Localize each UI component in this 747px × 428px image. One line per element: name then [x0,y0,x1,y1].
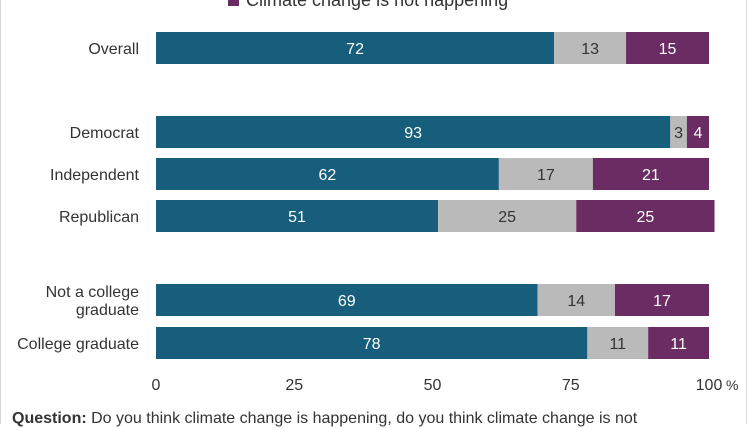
x-tick-label: 0 [152,377,161,394]
bar-segment [592,158,709,190]
data-label: 25 [637,209,655,226]
data-label: 14 [567,293,585,310]
data-label: 78 [363,336,381,353]
bar-segment [537,284,615,316]
bars-layer: 72 13 15 93 3 4 62 17 21 51 25 25 69 14 17 78 11 11 [156,32,715,359]
bar-segment [670,116,687,148]
category-label: Not a college [46,284,139,301]
data-label: 51 [288,209,306,226]
data-label: 13 [581,41,599,58]
data-label: 11 [670,336,687,353]
bar-segment [686,116,709,148]
data-label: 3 [674,125,683,142]
question-footnote: Question: Do you think climate change is… [12,410,742,428]
bar-segment [156,284,538,316]
data-label: 62 [319,167,337,184]
bar-segment [156,158,499,190]
legend-label-not-happening: Climate change is not happening [246,0,509,10]
data-label: 69 [338,293,356,310]
category-label: College graduate [17,336,139,353]
bar-segment [554,32,627,64]
category-label: Democrat [70,125,140,142]
bar-segment [587,327,649,359]
category-labels: Overall Democrat Independent Republican Not … [17,41,139,353]
category-label: graduate [76,302,139,319]
data-label: 72 [346,41,364,58]
data-label: 21 [642,167,660,184]
data-label: 4 [693,125,702,142]
data-label: 15 [659,41,677,58]
category-label: Republican [59,209,139,226]
bar-segment [626,32,709,64]
data-label: 93 [404,125,422,142]
x-tick-label: 75 [562,377,580,394]
footnote-text: Do you think climate change is happening… [91,410,638,427]
bar-segment [156,327,588,359]
x-axis-ticks: 0 25 50 75 100% [152,377,739,394]
data-label: 11 [609,336,626,353]
x-unit-label: % [726,377,738,393]
x-tick-label: 100 [696,377,723,394]
bar-segment [498,158,593,190]
legend: Climate change is not happening [228,0,508,11]
bar-segment [156,116,671,148]
bar-segment [648,327,709,359]
bar-segment [576,200,715,232]
footnote-label: Question: [12,410,87,427]
bar-segment [156,200,439,232]
data-label: 17 [653,293,671,310]
bar-segment [614,284,709,316]
category-label: Overall [88,41,139,58]
x-tick-label: 25 [285,377,303,394]
data-label: 25 [498,209,516,226]
legend-swatch-not-happening [228,0,239,6]
x-tick-label: 50 [424,377,442,394]
bar-segment [156,32,555,64]
category-label: Independent [50,167,140,184]
bar-segment [438,200,577,232]
data-label: 17 [537,167,555,184]
